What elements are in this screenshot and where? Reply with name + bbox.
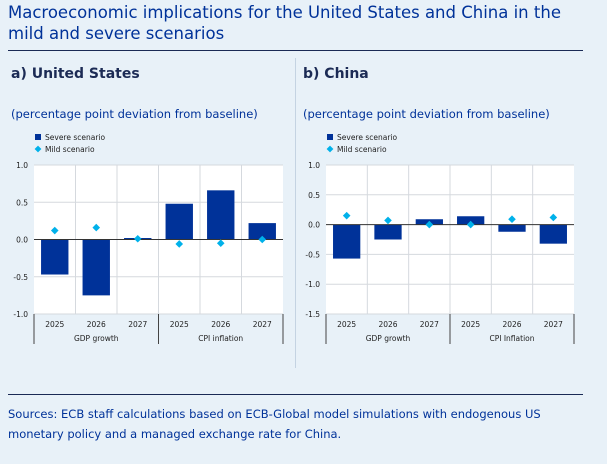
group-label: CPI inflation	[198, 334, 243, 343]
title-rule	[8, 50, 583, 51]
bar-severe	[41, 239, 69, 275]
bar-severe	[82, 239, 110, 296]
x-tick-label: 2025	[45, 320, 64, 329]
y-tick-label: 1.0	[308, 161, 320, 170]
marker-mild	[175, 240, 184, 248]
x-tick-label: 2025	[170, 320, 189, 329]
bar-severe	[374, 224, 402, 240]
x-tick-label: 2027	[420, 320, 439, 329]
chart-title: Macroeconomic implications for the Unite…	[8, 3, 561, 43]
bar-severe	[457, 216, 485, 225]
y-tick-label: 0.5	[16, 198, 28, 207]
marker-mild	[258, 235, 267, 244]
y-tick-label: 0.0	[308, 221, 320, 230]
legend-label-mild: Mild scenario	[337, 145, 387, 154]
legend-swatch-mild	[34, 145, 42, 153]
marker-mild	[425, 220, 434, 229]
bar-severe	[498, 224, 526, 232]
unit-label-us: (percentage point deviation from baselin…	[11, 107, 258, 121]
x-tick-label: 2025	[461, 320, 480, 329]
y-tick-label: -1.0	[13, 310, 28, 319]
panel-title-china: b) China	[303, 66, 369, 82]
y-tick-label: 0.0	[16, 236, 28, 245]
china-chart: 1.0 0.5 0.0 -0.5 -1.0 -1.5 2025 2026 2027 2025 202…	[305, 133, 575, 344]
x-tick-label: 2026	[211, 320, 230, 329]
legend-swatch-mild	[326, 145, 334, 153]
x-tick-label: 2026	[87, 320, 106, 329]
source-note: Sources: ECB staff calculations based on…	[8, 407, 541, 441]
y-tick-label: -0.5	[305, 250, 320, 259]
y-tick-label: 1.0	[16, 161, 28, 170]
group-label: GDP growth	[74, 334, 119, 343]
legend-swatch-severe	[327, 134, 333, 140]
x-tick-label: 2027	[128, 320, 147, 329]
bar-severe	[333, 224, 361, 259]
bar-severe	[248, 223, 276, 240]
legend-label-mild: Mild scenario	[45, 145, 95, 154]
group-label: CPI Inflation	[489, 334, 534, 343]
x-tick-label: 2027	[253, 320, 272, 329]
legend-label-severe: Severe scenario	[45, 133, 106, 142]
x-tick-label: 2025	[337, 320, 356, 329]
x-tick-label: 2027	[544, 320, 563, 329]
marker-mild	[342, 211, 351, 220]
bar-severe	[539, 224, 567, 244]
x-tick-label: 2026	[378, 320, 397, 329]
y-tick-label: 0.5	[308, 191, 320, 200]
marker-mild	[216, 239, 225, 248]
marker-mild	[133, 234, 142, 243]
marker-mild	[50, 226, 59, 235]
y-tick-label: -0.5	[13, 273, 28, 282]
y-tick-label: -1.5	[305, 310, 320, 319]
legend-swatch-severe	[35, 134, 41, 140]
x-tick-label: 2026	[502, 320, 521, 329]
unit-label-china: (percentage point deviation from baselin…	[303, 107, 550, 121]
group-label: GDP growth	[366, 334, 411, 343]
source-rule	[8, 394, 583, 395]
marker-mild	[549, 213, 558, 222]
bar-severe	[165, 203, 193, 240]
y-tick-label: -1.0	[305, 280, 320, 289]
bar-severe	[207, 190, 235, 240]
legend-label-severe: Severe scenario	[337, 133, 398, 142]
panel-divider	[295, 58, 296, 368]
marker-mild	[466, 220, 475, 229]
panel-title-us: a) United States	[11, 66, 140, 82]
us-chart: 1.0 0.5 0.0 -0.5 -1.0 2025 2026 2027 2025 2026 202…	[13, 133, 284, 344]
